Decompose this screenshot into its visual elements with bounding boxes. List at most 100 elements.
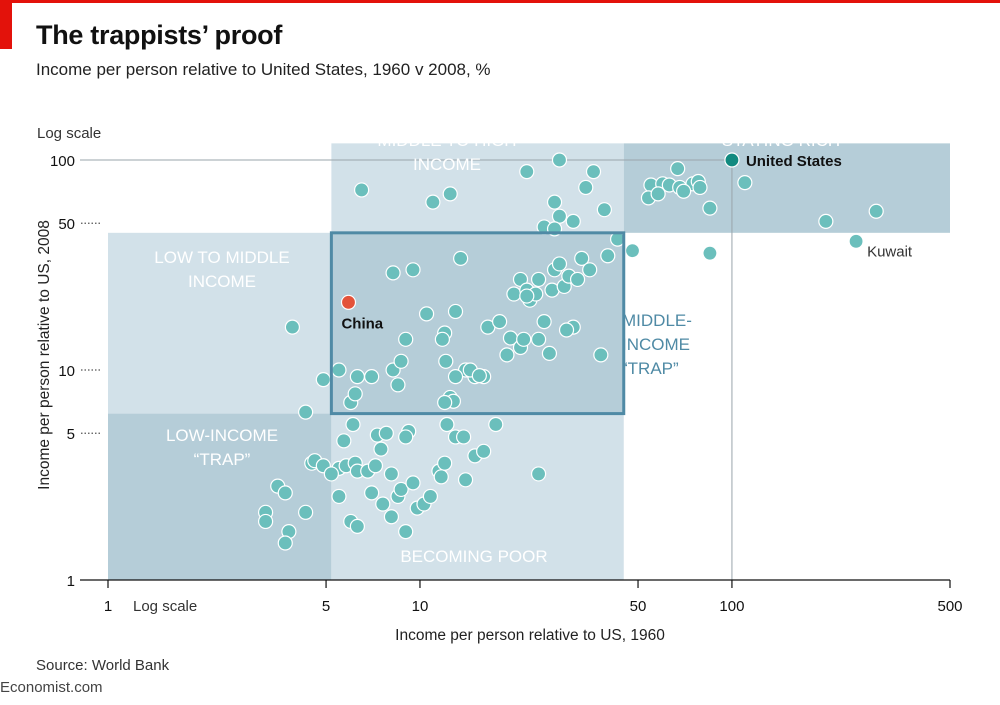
zone-label-4-0: BECOMING POOR (400, 547, 547, 566)
data-point (442, 186, 458, 202)
data-point (398, 331, 414, 347)
data-point (536, 314, 552, 330)
data-point (437, 394, 453, 411)
data-point (530, 331, 547, 347)
y-tick-label: 100 (50, 153, 75, 170)
label-china: China (341, 315, 383, 332)
reference-lines-layer (80, 159, 733, 580)
zone-label-1-1: “TRAP” (194, 450, 251, 469)
chart-title: The trappists’ proof (36, 20, 283, 50)
data-point (390, 377, 406, 393)
grid-layer (81, 222, 100, 434)
data-point (364, 485, 380, 501)
data-point (298, 504, 314, 520)
data-point (354, 182, 370, 198)
axes-layer: 1 5 10 50 100 500 1 5 10 50 100 Log scale Log scale I… (36, 125, 963, 644)
data-point (347, 386, 363, 402)
data-point (818, 213, 834, 230)
zone-label-1-0: LOW-INCOME (166, 426, 278, 445)
zone-low-income-trap (108, 413, 332, 580)
y-scale-note: Log scale (37, 125, 101, 142)
data-point (378, 425, 394, 441)
data-point (434, 331, 450, 347)
y-axis-title: Income per person relative to US, 2008 (36, 220, 53, 490)
data-point (499, 347, 515, 363)
data-point (405, 262, 421, 278)
y-tick-label: 10 (58, 363, 75, 380)
data-point (868, 203, 884, 219)
points-layer (257, 152, 884, 551)
brand-name: Economist.com (0, 679, 103, 696)
data-point (506, 286, 522, 302)
data-point (383, 509, 400, 525)
data-point (447, 303, 464, 320)
data-point (519, 288, 535, 304)
x-axis-title: Income per person relative to US, 1960 (395, 627, 665, 644)
data-point (433, 469, 449, 485)
zone-label-3-0: STAYING RICH (722, 131, 840, 150)
data-point (331, 362, 347, 378)
data-point (650, 186, 666, 202)
data-point (437, 455, 453, 471)
data-point-united-states (724, 152, 740, 168)
x-tick-label: 500 (937, 598, 962, 615)
data-point (315, 372, 331, 388)
data-point (331, 488, 347, 505)
data-point (349, 369, 365, 385)
middle-income-trap-box (329, 231, 626, 416)
data-point (551, 208, 568, 224)
data-point (574, 250, 590, 266)
data-point (471, 368, 487, 384)
data-point (541, 345, 558, 361)
data-point (345, 416, 361, 433)
brand-tag (0, 3, 12, 49)
data-point (702, 245, 718, 261)
y-tick-label: 50 (58, 216, 75, 233)
x-tick-label: 1 (104, 598, 112, 615)
data-point (349, 518, 365, 534)
data-point (438, 353, 454, 369)
data-point (476, 443, 492, 459)
data-point (425, 194, 441, 210)
data-point (398, 524, 414, 540)
zone-label-5-0: MIDDLE- (622, 311, 692, 330)
data-point (676, 183, 692, 199)
data-point (277, 535, 293, 551)
data-point (558, 322, 575, 338)
data-point (737, 175, 753, 191)
data-point (257, 513, 274, 530)
data-point (373, 441, 389, 457)
data-point (565, 213, 581, 230)
data-point (492, 314, 508, 330)
top-accent-line (0, 0, 1000, 3)
data-point (702, 200, 718, 216)
data-point (375, 496, 391, 512)
x-tick-label: 5 (322, 598, 330, 615)
label-kuwait: Kuwait (867, 243, 913, 260)
data-point (277, 485, 293, 501)
data-point (405, 475, 421, 491)
data-point (600, 248, 616, 264)
y-tick-label: 1 (67, 573, 75, 590)
data-point (393, 481, 409, 498)
zone-label-0-0: LOW TO MIDDLE (154, 248, 289, 267)
zone-label-2-1: INCOME (413, 155, 481, 174)
data-point (516, 331, 532, 347)
data-point (488, 416, 504, 433)
data-point (530, 466, 547, 482)
data-point (596, 202, 612, 218)
data-point (551, 256, 568, 272)
data-point (569, 271, 586, 288)
data-point (418, 306, 435, 322)
data-point (530, 271, 547, 288)
data-point-kuwait (848, 233, 864, 249)
data-point (439, 416, 455, 433)
data-point (457, 472, 474, 488)
data-point (456, 429, 472, 445)
source-note: Source: World Bank (36, 657, 170, 674)
data-point (624, 243, 641, 259)
data-point (336, 433, 352, 449)
labels-layer: LOW TO MIDDLE INCOME LOW-INCOME “TRAP” MIDDL… (154, 131, 913, 566)
data-point (582, 262, 598, 278)
